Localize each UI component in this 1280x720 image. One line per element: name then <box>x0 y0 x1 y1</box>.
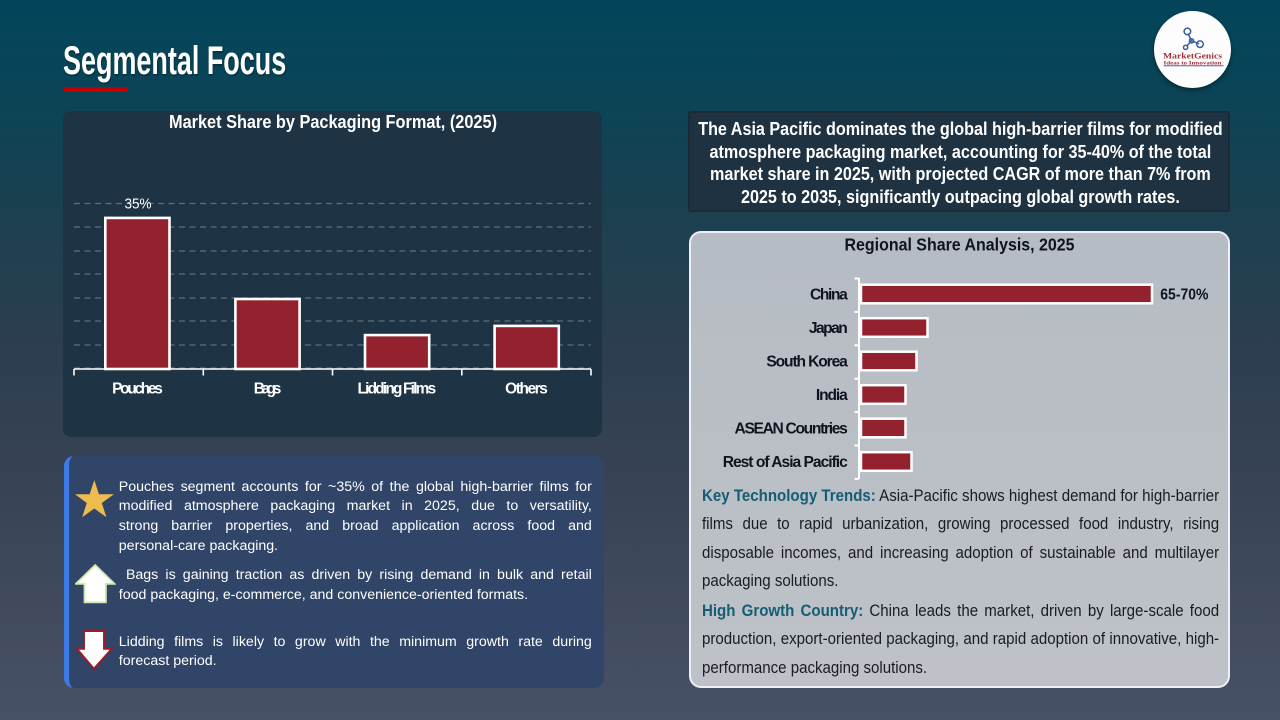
svg-text:South Korea: South Korea <box>766 354 848 371</box>
svg-text:Pouches: Pouches <box>112 381 163 398</box>
svg-text:India: India <box>816 387 848 404</box>
svg-text:Regional Share Analysis, 2025: Regional Share Analysis, 2025 <box>845 234 1075 254</box>
svg-text:35%: 35% <box>124 197 151 213</box>
svg-text:Lidding Films: Lidding Films <box>357 381 436 398</box>
svg-text:Market Share by Packaging Form: Market Share by Packaging Format, (2025) <box>169 112 497 132</box>
svg-text:Bags: Bags <box>254 381 282 398</box>
svg-text:65-70%: 65-70% <box>1160 287 1208 304</box>
svg-text:ASEAN Countries: ASEAN Countries <box>735 421 849 438</box>
svg-text:MarketGenics: MarketGenics <box>1163 51 1223 60</box>
svg-text:Japan: Japan <box>809 320 848 337</box>
svg-text:Ideas to Innovation: Ideas to Innovation <box>1164 61 1222 67</box>
svg-text:Others: Others <box>505 381 548 398</box>
svg-text:China: China <box>810 287 848 304</box>
svg-text:Rest of Asia Pacific: Rest of Asia Pacific <box>723 454 848 471</box>
